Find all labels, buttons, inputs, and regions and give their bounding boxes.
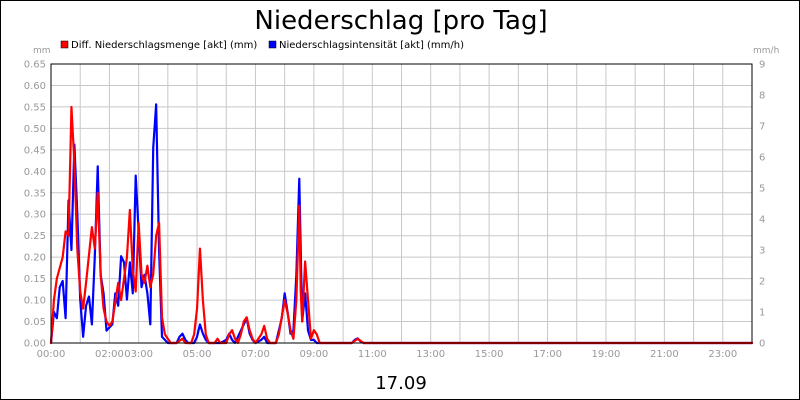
y-right-tick-label: 4: [759, 215, 765, 226]
x-tick-label: 05:00: [183, 349, 212, 360]
y-right-tick-label: 0: [759, 339, 765, 350]
chart-title: Niederschlag [pro Tag]: [254, 6, 547, 36]
y-right-tick-label: 8: [759, 91, 765, 102]
y-left-tick-label: 0.65: [24, 60, 46, 71]
y-right-tick-label: 5: [759, 184, 765, 195]
x-tick-label: 07:00: [241, 349, 270, 360]
y-left-tick-label: 0.55: [24, 102, 46, 113]
x-tick-label: 17:00: [533, 349, 562, 360]
y-right-tick-label: 7: [759, 122, 765, 133]
series-layer: [49, 103, 754, 345]
legend-label-niederschlagsintensitaet: Niederschlagsintensität [akt] (mm/h): [279, 40, 464, 51]
x-axis-label: 17.09: [375, 373, 427, 394]
y-left-tick-label: 0.15: [24, 274, 46, 285]
y-left-tick-label: 0.50: [24, 124, 46, 135]
x-tick-label: 21:00: [650, 349, 679, 360]
x-axis: 00:00 02:00 03:00 05:00 07:00 09:00 11:00 13:00…: [37, 349, 738, 360]
legend-swatch-niederschlagsintensitaet: [268, 40, 277, 49]
y-right-tick-label: 6: [759, 153, 765, 164]
y-right-tick-label: 2: [759, 277, 765, 288]
right-axis-unit: mm/h: [753, 46, 779, 56]
x-tick-label: 15:00: [475, 349, 504, 360]
y-left-tick-label: 0.60: [24, 81, 46, 92]
x-tick-label: 00:00: [37, 349, 66, 360]
y-left-tick-label: 0.00: [24, 339, 46, 350]
y-left-tick-label: 0.05: [24, 317, 46, 328]
series-line-niederschlagsintensitaet: [49, 103, 754, 345]
y-left-tick-label: 0.35: [24, 188, 46, 199]
series-line-niederschlagsmenge: [49, 105, 754, 345]
y-left-tick-label: 0.25: [24, 231, 46, 242]
y-right-tick-label: 9: [759, 60, 765, 71]
y-axis-left: 0.00 0.05 0.10 0.15 0.20 0.25 0.30 0.35 0.40 0.45…: [24, 60, 46, 350]
x-tick-label: 09:00: [299, 349, 328, 360]
y-right-tick-label: 1: [759, 308, 765, 319]
y-left-tick-label: 0.45: [24, 145, 46, 156]
y-left-tick-label: 0.30: [24, 210, 46, 221]
legend-label-niederschlagsmenge: Diff. Niederschlagsmenge [akt] (mm): [71, 40, 257, 51]
x-tick-label: 19:00: [592, 349, 621, 360]
y-left-tick-label: 0.40: [24, 167, 46, 178]
plot-area: [50, 63, 753, 344]
x-tick-label: 03:00: [124, 349, 153, 360]
y-left-tick-label: 0.20: [24, 253, 46, 264]
left-axis-unit: mm: [33, 46, 51, 56]
y-axis-right: 0 1 2 3 4 5 6 7 8 9: [759, 60, 765, 350]
x-tick-label: 11:00: [358, 349, 387, 360]
y-left-tick-label: 0.10: [24, 296, 46, 307]
y-right-tick-label: 3: [759, 246, 765, 257]
x-tick-label: 02:00: [95, 349, 124, 360]
legend-swatch-niederschlagsmenge: [60, 40, 69, 49]
chart-legend: Diff. Niederschlagsmenge [akt] (mm) Nied…: [60, 40, 464, 51]
x-tick-label: 23:00: [708, 349, 737, 360]
x-tick-label: 13:00: [416, 349, 445, 360]
